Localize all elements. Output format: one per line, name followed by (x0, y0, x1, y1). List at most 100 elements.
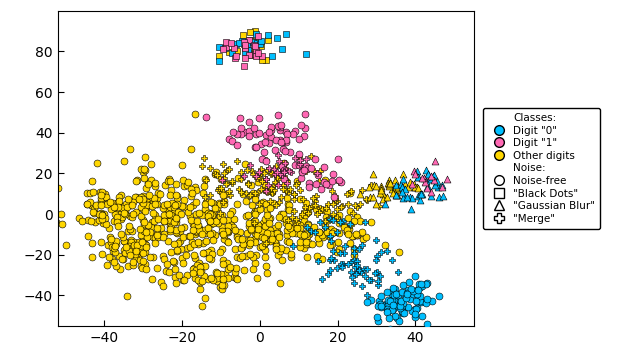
Point (255, 141, 266, 147)
Point (310, 229, 320, 235)
Point (125, 237, 136, 243)
Point (200, 231, 211, 236)
Point (197, 303, 207, 308)
Point (115, 266, 125, 272)
Point (180, 252, 191, 258)
Point (147, 161, 157, 167)
Point (275, 248, 285, 254)
Point (248, 171, 258, 177)
Point (218, 217, 228, 223)
Point (168, 204, 179, 210)
Point (283, 217, 293, 223)
Point (152, 265, 162, 271)
Point (170, 274, 180, 280)
Point (380, 241, 390, 247)
Point (148, 195, 159, 201)
Point (208, 201, 218, 206)
Point (404, 179, 415, 185)
Point (279, 169, 289, 175)
Point (385, 298, 396, 304)
Point (356, 187, 367, 193)
Point (239, 267, 249, 273)
Point (299, 218, 309, 224)
Point (395, 298, 405, 304)
Point (190, 231, 200, 237)
Point (218, 161, 228, 167)
Point (217, 282, 227, 288)
Point (272, 35, 282, 41)
Point (138, 196, 148, 202)
Point (382, 289, 392, 295)
Point (295, 196, 305, 202)
Point (320, 223, 330, 228)
Point (328, 171, 339, 177)
Point (255, 176, 265, 181)
Point (193, 241, 203, 247)
Point (192, 218, 202, 224)
Point (289, 243, 299, 249)
Point (162, 203, 172, 209)
Point (281, 137, 291, 143)
Point (412, 297, 422, 303)
Point (421, 281, 431, 287)
Point (266, 203, 276, 209)
Point (159, 202, 170, 207)
Point (383, 180, 394, 186)
Point (417, 175, 428, 181)
Point (104, 225, 115, 231)
Point (364, 184, 374, 189)
Point (431, 180, 441, 186)
Point (159, 231, 169, 237)
Point (167, 210, 177, 215)
Point (349, 250, 359, 256)
Point (325, 242, 335, 248)
Point (426, 176, 436, 182)
Point (165, 228, 175, 233)
Point (215, 210, 225, 216)
Point (250, 193, 260, 198)
Point (322, 230, 332, 235)
Point (269, 172, 280, 177)
Point (242, 230, 252, 236)
Point (240, 42, 250, 47)
Point (164, 204, 175, 210)
Point (333, 230, 344, 236)
Point (223, 275, 233, 281)
Point (214, 44, 224, 50)
Point (273, 152, 284, 158)
Point (119, 239, 129, 244)
Point (96, 193, 106, 198)
Point (303, 222, 313, 227)
Point (188, 221, 198, 227)
Point (127, 260, 138, 265)
Point (114, 253, 124, 259)
Point (349, 202, 360, 207)
Point (188, 202, 198, 208)
Point (183, 209, 193, 215)
Point (214, 200, 224, 206)
Point (221, 238, 232, 244)
Point (284, 168, 294, 174)
Point (246, 202, 257, 208)
Point (97, 212, 107, 218)
Point (138, 193, 148, 199)
Point (323, 271, 333, 277)
Point (220, 202, 230, 207)
Point (397, 176, 408, 182)
Point (169, 219, 179, 225)
Point (188, 266, 198, 272)
Point (259, 199, 269, 205)
Point (338, 218, 348, 224)
Point (250, 190, 260, 196)
Point (365, 194, 375, 200)
Point (177, 234, 188, 240)
Point (136, 239, 147, 245)
Point (323, 201, 333, 206)
Point (240, 45, 250, 51)
Point (301, 168, 311, 174)
Point (349, 264, 360, 270)
Point (380, 201, 390, 207)
Point (416, 281, 426, 287)
Point (172, 195, 182, 201)
Point (332, 229, 342, 235)
